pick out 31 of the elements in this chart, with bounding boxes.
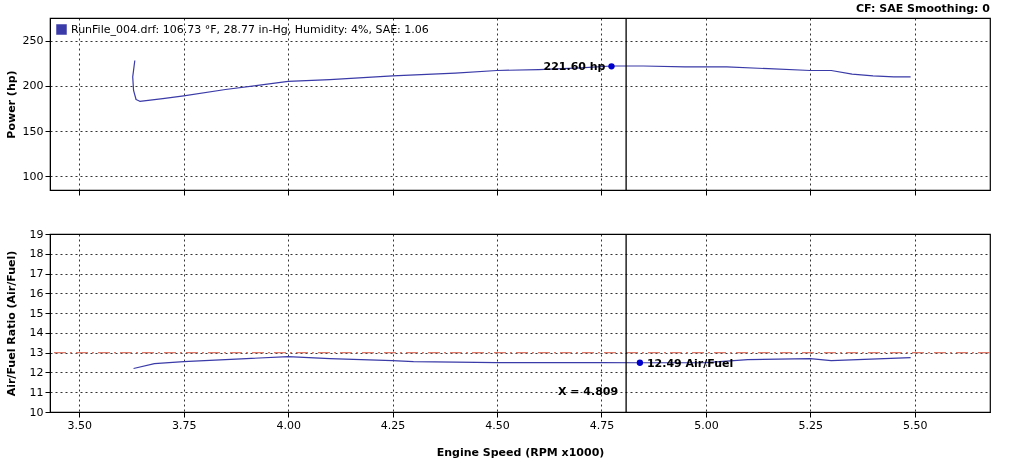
line-series [132,59,912,102]
x-tick-label: 5.25 [798,418,824,432]
y-tick-label: 10 [29,405,44,419]
x-tick-label: 3.50 [67,418,92,432]
y-tick-label: 11 [29,385,44,399]
y-tick-label: 16 [29,286,44,300]
y-tick-label: 14 [29,326,44,340]
x-tick-label: 4.25 [380,418,406,432]
y-tick-label: 15 [29,306,44,320]
y-tick-label: 150 [22,124,44,138]
y-tick-label: 12 [29,365,44,379]
x-axis-title: Engine Speed (RPM x1000) [436,445,605,459]
y-tick-label: 13 [29,346,44,360]
chart-subtitle: CF: SAE Smoothing: 0 [856,2,991,16]
x-tick-label: 5.50 [903,418,928,432]
x-tick-label: 4.00 [276,418,301,432]
y-tick-label: 200 [22,79,44,93]
x-tick-label: 4.50 [485,418,510,432]
y-tick-label: 17 [29,267,44,281]
y-axis-title: Air/Fuel Ratio (Air/Fuel) [4,250,18,397]
x-tick-label: 5.00 [694,418,719,432]
y-tick-label: 250 [22,34,44,48]
x-tick-label: 4.75 [589,418,615,432]
y-axis-title: Power (hp) [4,70,18,139]
y-tick-label: 18 [29,247,44,261]
line-series [132,356,912,370]
y-tick-label: 100 [22,169,44,183]
legend-label: RunFile_004.drf: 106.73 °F, 28.77 in-Hg, Humidity: 4%, SAE: 1.06 [71,22,429,36]
ref-line-label: X = 4.809 [557,385,619,398]
x-tick-label: 3.75 [171,418,197,432]
y-tick-label: 19 [29,227,44,241]
